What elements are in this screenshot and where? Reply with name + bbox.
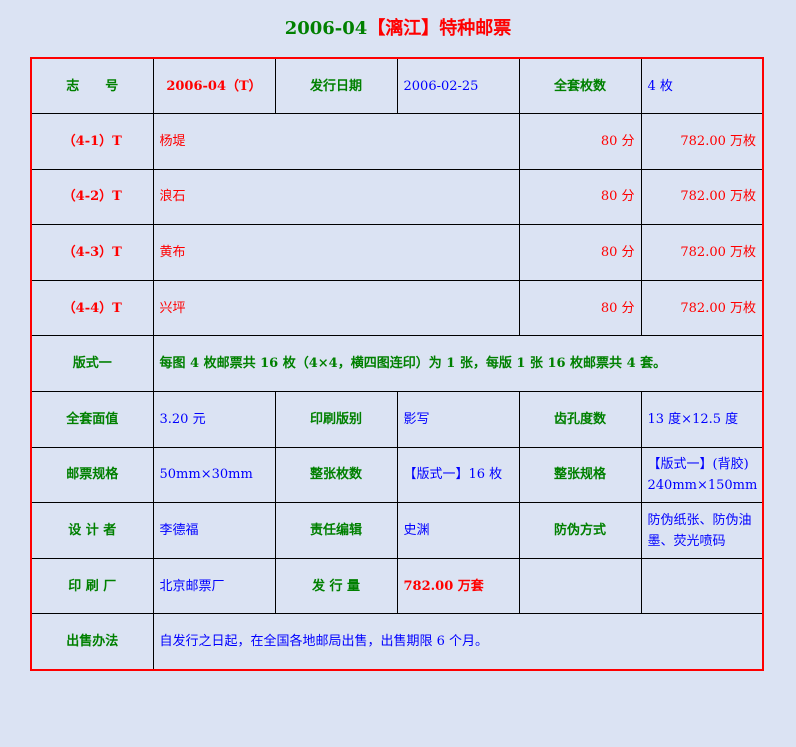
title-name: 【漓江】特种邮票 (367, 18, 512, 39)
sheet-size-label: 整张规格 (518, 446, 642, 504)
perf-label: 齿孔度数 (518, 391, 642, 448)
table-row: 印 刷 厂 北京邮票厂 发 行 量 782.00 万套 (30, 557, 764, 615)
table-row: （4-4）T 兴坪 80 分 782.00 万枚 (30, 279, 764, 337)
editor-label: 责任编辑 (274, 502, 398, 559)
printer-label: 印 刷 厂 (30, 557, 154, 615)
stamp-face: 80 分 (518, 113, 642, 170)
sheet-size-line1: 【版式一】(背胶) (647, 456, 749, 472)
face-value: 3.20 元 (152, 391, 276, 448)
table-row: （4-2）T 浪石 80 分 782.00 万枚 (30, 168, 764, 226)
issue-label: 发 行 量 (274, 557, 398, 615)
id-label: 志 号 (30, 57, 154, 115)
count-value: 4 枚 (640, 57, 764, 115)
size-value: 50mm×30mm (152, 446, 276, 504)
stamp-face: 80 分 (518, 224, 642, 281)
stamp-no: （4-2）T (30, 168, 154, 226)
table-row: （4-3）T 黄布 80 分 782.00 万枚 (30, 224, 764, 281)
date-label: 发行日期 (274, 57, 398, 115)
date-value: 2006-02-25 (396, 57, 520, 115)
id-value: 2006-04（T） (152, 57, 276, 115)
table-row: （4-1）T 杨堤 80 分 782.00 万枚 (30, 113, 764, 170)
stamp-name: 黄布 (152, 224, 520, 281)
stamp-qty: 782.00 万枚 (640, 279, 764, 337)
format-label: 版式一 (30, 335, 154, 393)
format-value: 每图 4 枚邮票共 16 枚（4×4，横四图连印）为 1 张，每版 1 张 16… (152, 335, 764, 393)
stamp-name: 杨堤 (152, 113, 520, 170)
table-row: 设 计 者 李德福 责任编辑 史渊 防伪方式 防伪纸张、防伪油墨、荧光喷码 (30, 502, 764, 559)
designer-label: 设 计 者 (30, 502, 154, 559)
security-label: 防伪方式 (518, 502, 642, 559)
sheet-count-label: 整张枚数 (274, 446, 398, 504)
size-label: 邮票规格 (30, 446, 154, 504)
sale-value: 自发行之日起，在全国各地邮局出售，出售期限 6 个月。 (152, 613, 764, 671)
count-label: 全套枚数 (518, 57, 642, 115)
stamp-name: 兴坪 (152, 279, 520, 337)
perf-value: 13 度×12.5 度 (640, 391, 764, 448)
printer-value: 北京邮票厂 (152, 557, 276, 615)
stamp-qty: 782.00 万枚 (640, 224, 764, 281)
empty-cell (640, 557, 764, 615)
table-row: 全套面值 3.20 元 印刷版别 影写 齿孔度数 13 度×12.5 度 (30, 391, 764, 448)
stamp-no: （4-3）T (30, 224, 154, 281)
face-label: 全套面值 (30, 391, 154, 448)
security-value: 防伪纸张、防伪油墨、荧光喷码 (640, 502, 764, 559)
table-row: 版式一 每图 4 枚邮票共 16 枚（4×4，横四图连印）为 1 张，每版 1 … (30, 335, 764, 393)
stamp-qty: 782.00 万枚 (640, 168, 764, 226)
table-row: 志 号 2006-04（T） 发行日期 2006-02-25 全套枚数 4 枚 (30, 57, 764, 115)
sheet-count-value: 【版式一】16 枚 (396, 446, 520, 504)
designer-value: 李德福 (152, 502, 276, 559)
sheet-size-value: 【版式一】(背胶) 240mm×150mm (640, 446, 764, 504)
stamp-qty: 782.00 万枚 (640, 113, 764, 170)
sheet-size-line2: 240mm×150mm (647, 477, 758, 493)
empty-cell (518, 557, 642, 615)
stamp-no: （4-1）T (30, 113, 154, 170)
title-code: 2006-04 (284, 18, 368, 39)
issue-value: 782.00 万套 (396, 557, 520, 615)
page-title: 2006-04【漓江】特种邮票 (0, 14, 796, 40)
editor-value: 史渊 (396, 502, 520, 559)
stamp-name: 浪石 (152, 168, 520, 226)
stamp-face: 80 分 (518, 168, 642, 226)
table-row: 邮票规格 50mm×30mm 整张枚数 【版式一】16 枚 整张规格 【版式一】… (30, 446, 764, 504)
print-value: 影写 (396, 391, 520, 448)
table-row: 出售办法 自发行之日起，在全国各地邮局出售，出售期限 6 个月。 (30, 613, 764, 671)
print-label: 印刷版别 (274, 391, 398, 448)
stamp-info-table: 志 号 2006-04（T） 发行日期 2006-02-25 全套枚数 4 枚 … (30, 57, 764, 671)
stamp-face: 80 分 (518, 279, 642, 337)
sale-label: 出售办法 (30, 613, 154, 671)
stamp-no: （4-4）T (30, 279, 154, 337)
